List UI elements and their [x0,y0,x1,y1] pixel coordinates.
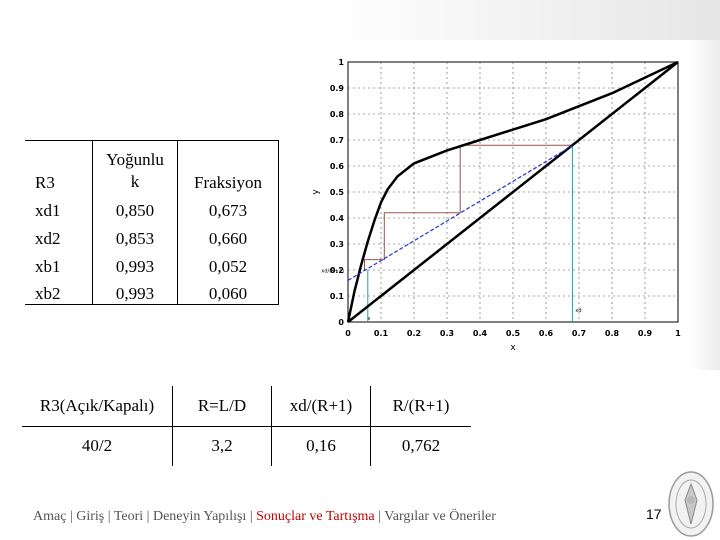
row-density: 0,850 [92,192,178,221]
footer-separator: | [246,509,257,524]
mccabe-thiele-chart: 0 0.1 0.2 0.3 0.4 0.5 0.6 0.7 0.8 0.9 1 0 0.1 0.2 0.3 0… [292,44,690,360]
x-tick-label: 0.3 [440,329,454,338]
table-row: xd1 0,850 0,673 [25,192,279,221]
side-gradient [690,40,720,370]
x-tick-label: 0.7 [572,329,586,338]
footer-link[interactable]: Sonuçlar ve Tartışma [256,509,375,524]
row-density: 0,853 [92,220,178,249]
footer-link[interactable]: Giriş [76,509,105,524]
footer-separator: | [66,509,77,524]
operating-line [347,145,573,281]
x-tick-label: 0.2 [407,329,421,338]
header-fraksiyon-text: Fraksiyon [194,172,262,192]
y-tick-label: 0.2 [330,266,344,275]
x-tick-label: 0.6 [539,329,554,338]
y-tick-label: 0.8 [330,110,345,119]
table-row: xd2 0,853 0,660 [25,220,279,249]
header-reflux-ratio: R=L/D [172,386,272,427]
university-logo-icon [668,471,714,537]
chart-annotation: xd/(R+1) [321,268,344,274]
footer-separator: | [104,509,114,524]
y-tick-label: 0.3 [330,240,344,249]
row-fraction: 0,052 [177,248,279,277]
row-label: xd1 [25,192,93,221]
row-fraction: 0,673 [177,192,279,221]
header-yogunluk-text: Yoğunlu k [106,149,164,191]
table-row: xb2 0,993 0,060 [25,276,279,305]
footer-separator: | [374,509,385,524]
value-reflux-ratio: 3,2 [172,426,272,466]
header-fraksiyon: Fraksiyon [177,140,279,193]
footer-link[interactable]: Amaç [33,509,67,524]
y-tick-label: 0.4 [330,214,345,223]
chart-annotation: xd [575,308,581,314]
header-slope: R/(R+1) [370,386,471,427]
row-density: 0,993 [92,276,178,305]
header-r3-state: R3(Açık/Kapalı) [22,386,173,427]
x-tick-label: 0.5 [506,329,521,338]
row-label: xd2 [25,220,93,249]
row-density: 0,993 [92,248,178,277]
x-tick-label: 1 [675,329,681,338]
value-intercept: 0,16 [271,426,371,466]
chart-annotation: x [368,316,371,322]
footer-separator: | [143,509,153,524]
header-gradient [0,0,720,40]
equilibrium-curve [346,60,679,323]
y-tick-label: 0.5 [330,188,345,197]
y-tick-label: 0.6 [330,162,345,171]
reflux-table: R3(Açık/Kapalı) R=L/D xd/(R+1) R/(R+1) 4… [22,386,471,466]
footer-link[interactable]: Deneyin Yapılışı [152,509,247,524]
table-row: xb1 0,993 0,052 [25,248,279,277]
x-axis-label: x [510,343,516,353]
y-tick-label: 0 [338,318,344,327]
x-tick-label: 0 [345,329,351,338]
value-slope: 0,762 [401,436,441,456]
footer-link[interactable]: Vargılar ve Öneriler [384,509,496,524]
row-fraction: 0,060 [177,276,279,305]
footer-link[interactable]: Teori [113,509,144,524]
page-number: 17 [646,506,662,522]
header-yogunluk: Yoğunlu k [92,140,178,193]
header-intercept: xd/(R+1) [271,386,371,427]
x-tick-label: 0.8 [605,329,620,338]
y-tick-label: 0.1 [330,292,345,301]
header-r3: R3 [25,140,93,193]
y-tick-label: 0.9 [330,84,345,93]
footer-nav: Amaç | Giriş | Teori | Deneyin Yapılışı … [33,509,496,525]
diagonal-line [347,61,679,323]
row-label: xb1 [25,248,93,277]
header-r3-text: R3 [35,172,55,192]
x-tick-label: 0.4 [473,329,488,338]
x-tick-label: 0.1 [374,329,389,338]
x-tick-label: 0.9 [638,329,653,338]
y-tick-label: 0.7 [330,136,344,145]
y-axis-label: y [311,189,321,195]
row-label: xb2 [25,276,93,305]
row-fraction: 0,660 [177,220,279,249]
density-table: R3 Yoğunlu k Fraksiyon xd1 0,850 0,673 x… [25,140,279,305]
value-r3-state: 40/2 [22,426,173,466]
y-tick-label: 1 [338,58,344,67]
